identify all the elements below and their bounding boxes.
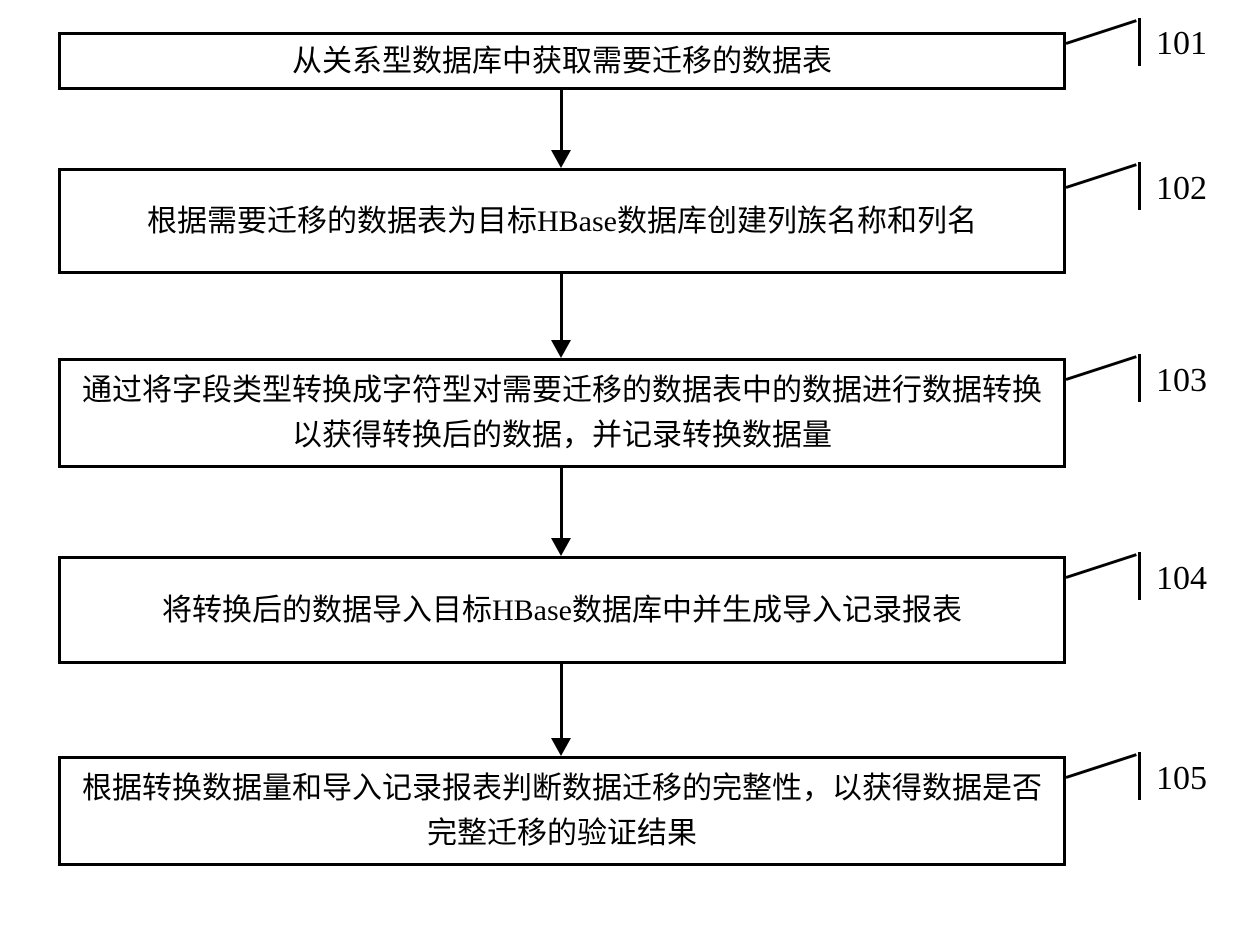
connector-tick-102a — [1138, 162, 1141, 210]
connector-103 — [1066, 355, 1137, 381]
arrow-103-104 — [560, 468, 563, 538]
flow-step-102: 根据需要迁移的数据表为目标HBase数据库创建列族名称和列名 — [58, 168, 1066, 274]
connector-tick-104a — [1138, 552, 1141, 600]
arrow-104-105 — [560, 664, 563, 738]
flow-step-103: 通过将字段类型转换成字符型对需要迁移的数据表中的数据进行数据转换以获得转换后的数… — [58, 358, 1066, 468]
connector-tick-105a — [1138, 752, 1141, 800]
connector-tick-103a — [1138, 354, 1141, 402]
step-label-104: 104 — [1156, 560, 1207, 598]
arrow-head-101-102 — [551, 150, 571, 168]
step-label-103: 103 — [1156, 362, 1207, 400]
arrow-101-102 — [560, 90, 563, 150]
arrow-102-103 — [560, 274, 563, 340]
arrow-head-104-105 — [551, 738, 571, 756]
flow-step-101: 从关系型数据库中获取需要迁移的数据表 — [58, 32, 1066, 90]
step-label-101: 101 — [1156, 25, 1207, 63]
step-label-105: 105 — [1156, 760, 1207, 798]
step-text: 从关系型数据库中获取需要迁移的数据表 — [292, 39, 832, 84]
step-text: 根据转换数据量和导入记录报表判断数据迁移的完整性，以获得数据是否完整迁移的验证结… — [81, 766, 1043, 856]
flow-step-104: 将转换后的数据导入目标HBase数据库中并生成导入记录报表 — [58, 556, 1066, 664]
step-text: 根据需要迁移的数据表为目标HBase数据库创建列族名称和列名 — [147, 199, 977, 244]
flowchart-diagram: 从关系型数据库中获取需要迁移的数据表 101 根据需要迁移的数据表为目标HBas… — [0, 0, 1240, 929]
step-label-102: 102 — [1156, 170, 1207, 208]
arrow-head-103-104 — [551, 538, 571, 556]
connector-105 — [1066, 753, 1137, 779]
connector-104 — [1066, 553, 1137, 579]
step-text: 通过将字段类型转换成字符型对需要迁移的数据表中的数据进行数据转换以获得转换后的数… — [81, 368, 1043, 458]
connector-tick-101a — [1138, 18, 1141, 66]
step-text: 将转换后的数据导入目标HBase数据库中并生成导入记录报表 — [162, 588, 962, 633]
connector-101 — [1066, 19, 1137, 45]
flow-step-105: 根据转换数据量和导入记录报表判断数据迁移的完整性，以获得数据是否完整迁移的验证结… — [58, 756, 1066, 866]
connector-102 — [1066, 163, 1137, 189]
arrow-head-102-103 — [551, 340, 571, 358]
